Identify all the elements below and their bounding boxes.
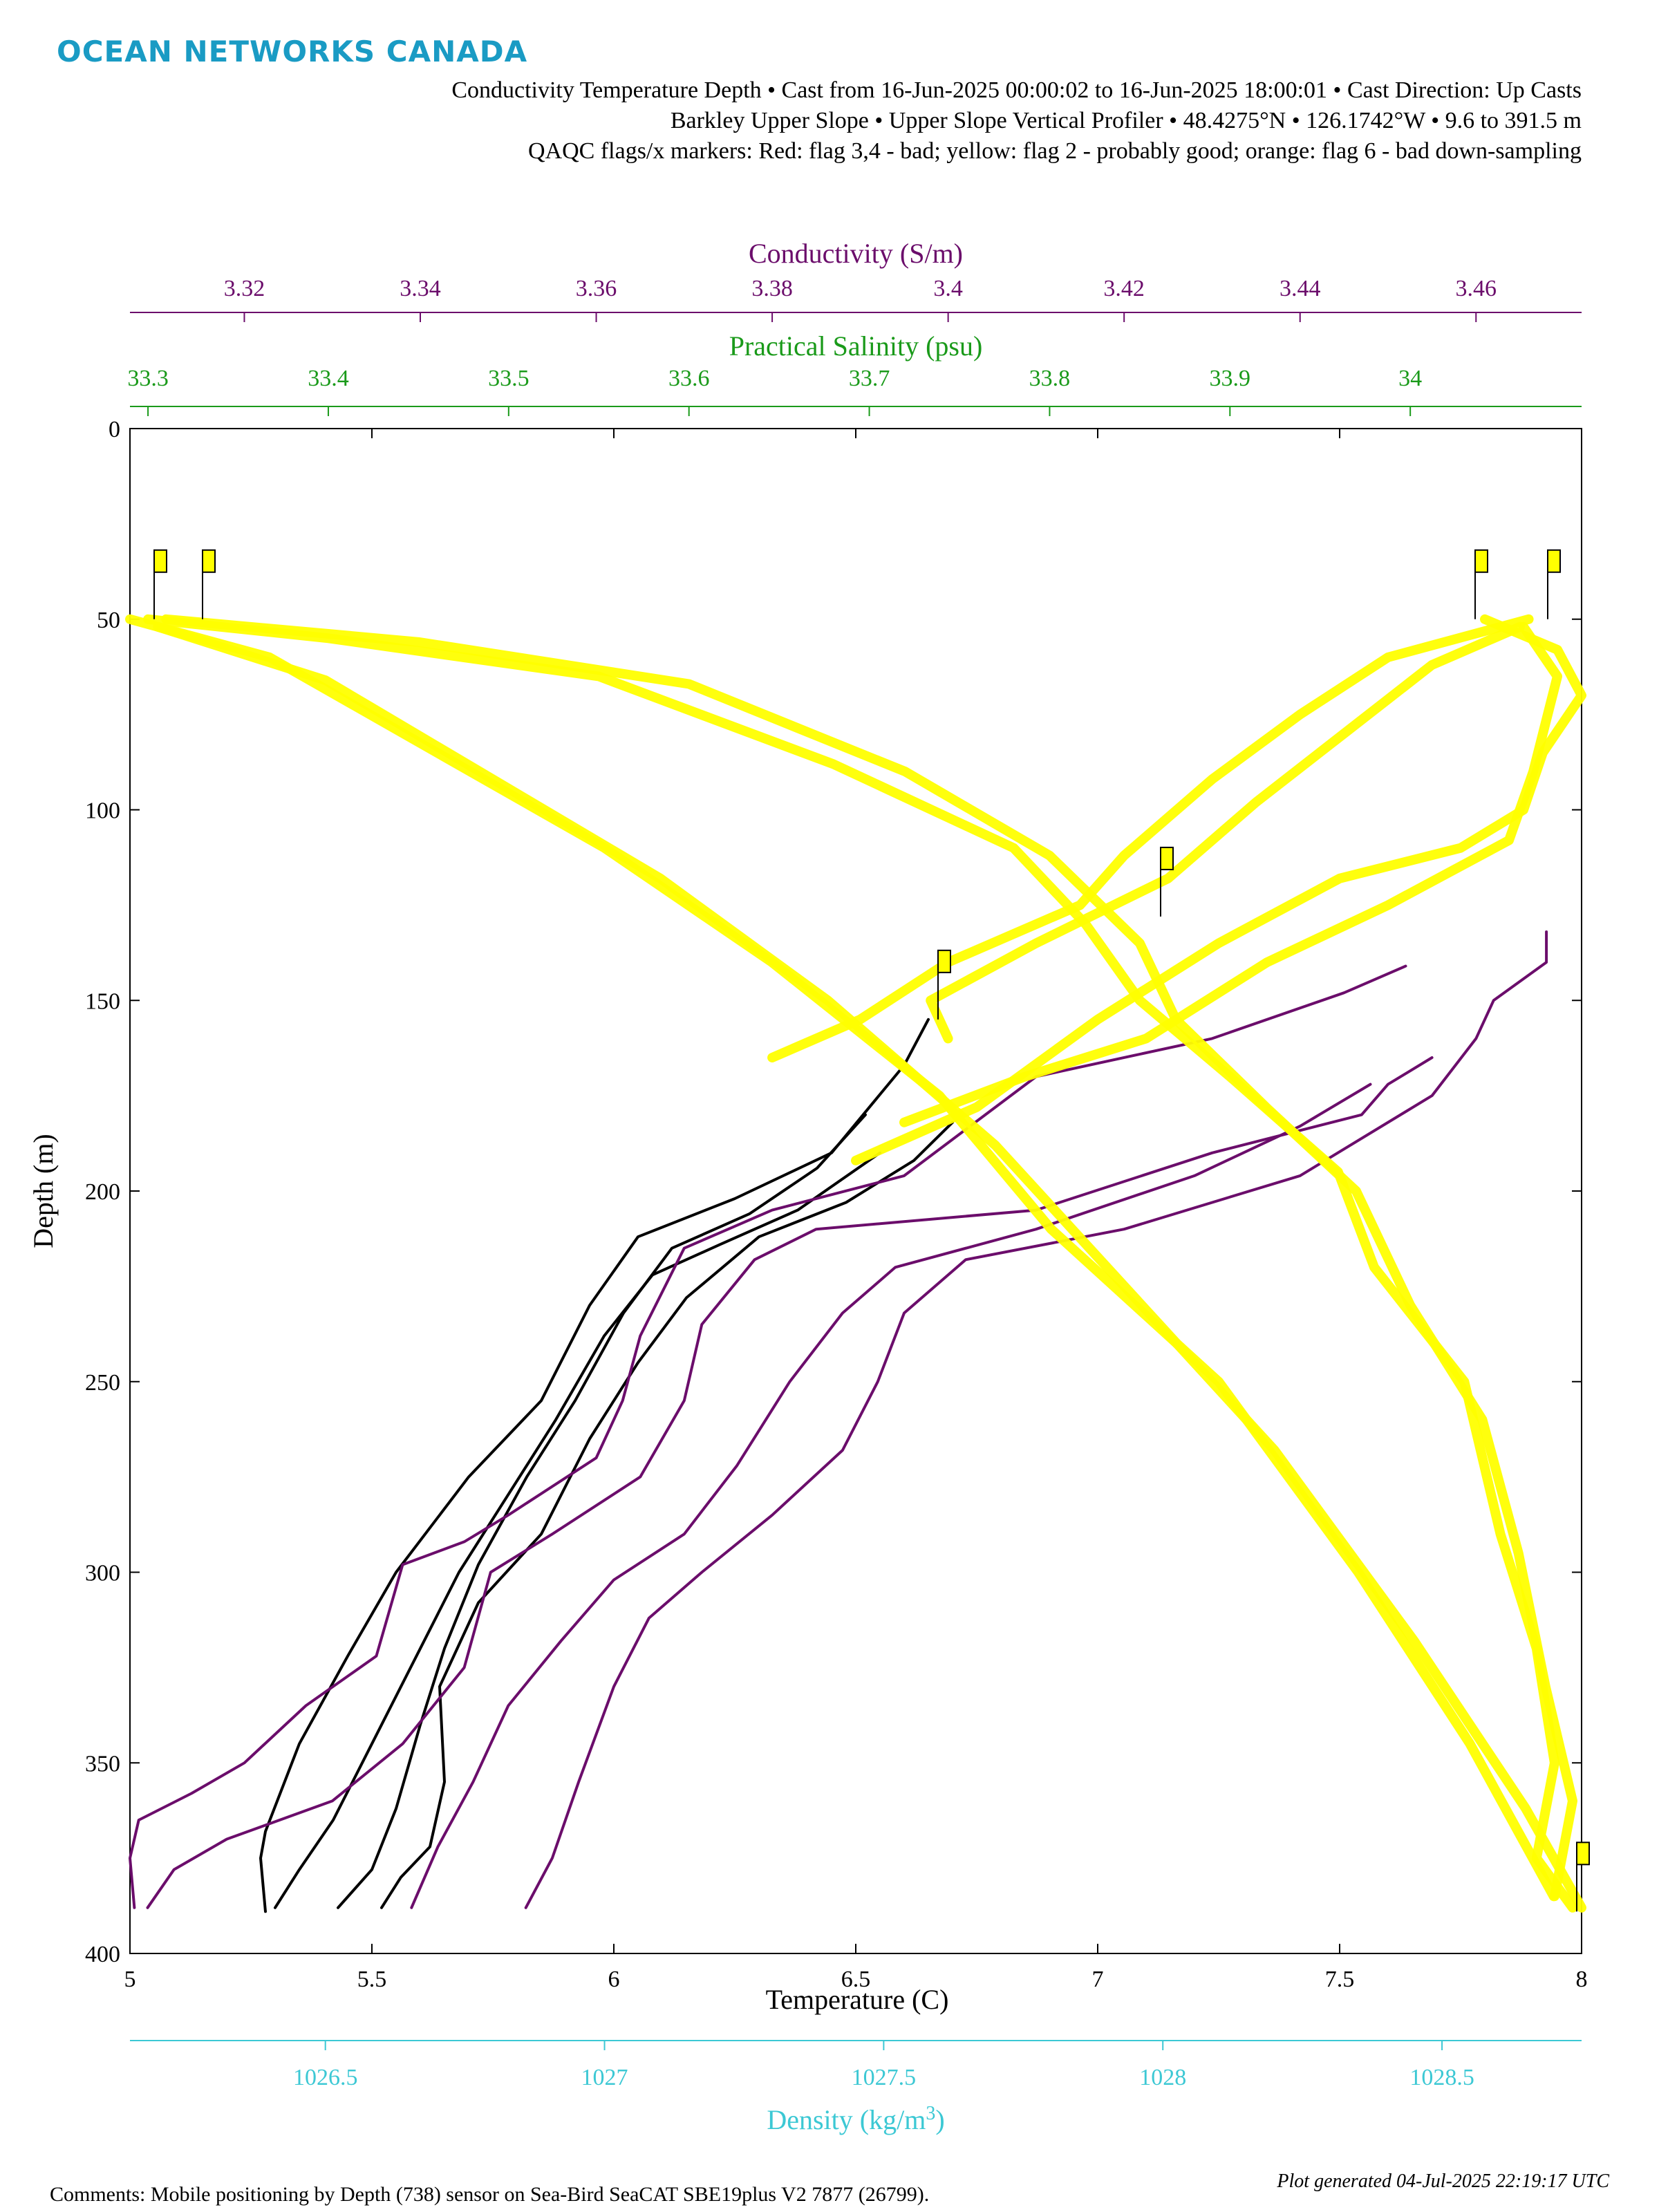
- series-line-temperature-flag2-13: [899, 621, 1562, 1127]
- conductivity-tick-label: 3.46: [1456, 276, 1497, 301]
- flag-marker: [1474, 549, 1488, 573]
- conductivity-axis-label: Conductivity (S/m): [749, 238, 963, 269]
- chart-title-line-2: Barkley Upper Slope • Upper Slope Vertic…: [670, 108, 1582, 133]
- series-line-conductivity-6: [524, 930, 1548, 1909]
- series-line-temperature-3: [380, 1121, 954, 1909]
- depth-tick-label: 100: [85, 798, 120, 824]
- salinity-axis-label: Practical Salinity (psu): [729, 330, 983, 362]
- flag-marker: [153, 549, 167, 573]
- depth-tick-label: 300: [85, 1561, 120, 1586]
- flag-marker: [202, 549, 216, 573]
- flag-marker: [937, 949, 951, 973]
- salinity-tick-label: 33.3: [127, 366, 169, 391]
- series-line-density-flag2-10: [125, 614, 1559, 1902]
- depth-tick-label: 150: [85, 988, 120, 1014]
- temperature-tick-label: 7: [1092, 1967, 1104, 1992]
- salinity-tick-label: 33.7: [849, 366, 890, 391]
- density-tick-label: 1028.5: [1409, 2065, 1474, 2090]
- temperature-tick-label: 7.5: [1325, 1967, 1355, 1992]
- temperature-tick-label: 6.5: [841, 1967, 871, 1992]
- density-tick-label: 1027: [581, 2065, 628, 2090]
- series-line-conductivity-5: [146, 1056, 1434, 1909]
- chart-title-line-1: Conductivity Temperature Depth • Cast fr…: [451, 77, 1582, 103]
- salinity-tick-label: 33.9: [1210, 366, 1251, 391]
- series-line-salinity-flag2-9: [161, 614, 1577, 1902]
- temperature-tick-label: 6: [608, 1967, 620, 1992]
- depth-tick-label: 400: [85, 1942, 120, 1967]
- flag-markers-layer: [153, 549, 1590, 1912]
- conductivity-tick-label: 3.38: [751, 276, 793, 301]
- flag-marker: [1547, 549, 1561, 573]
- footer-comment: Comments: Mobile positioning by Depth (7…: [50, 2183, 930, 2206]
- series-line-temperature-0: [259, 1018, 930, 1913]
- series-line-temperature-1: [274, 1151, 881, 1909]
- salinity-tick-label: 33.6: [668, 366, 710, 391]
- density-tick-label: 1026.5: [293, 2065, 358, 2090]
- flag-marker: [1160, 846, 1174, 870]
- conductivity-tick-label: 3.4: [933, 276, 963, 301]
- depth-tick-label: 200: [85, 1179, 120, 1205]
- temperature-axis-label: Temperature (C): [766, 1984, 949, 2015]
- salinity-tick-label: 34: [1398, 366, 1422, 391]
- temperature-tick-label: 8: [1576, 1967, 1588, 1992]
- conductivity-tick-label: 3.42: [1103, 276, 1145, 301]
- salinity-tick-label: 33.4: [308, 366, 349, 391]
- depth-tick-label: 350: [85, 1751, 120, 1777]
- temperature-tick-label: 5: [124, 1967, 136, 1992]
- series-line-temperature-2: [337, 1113, 867, 1909]
- series-line-conductivity-7: [410, 1082, 1372, 1909]
- ocean-networks-canada-logo: OCEAN NETWORKS CANADA: [57, 35, 528, 68]
- depth-tick-label: 250: [85, 1370, 120, 1396]
- series-line-conductivity-flag2-14: [767, 614, 1534, 1062]
- plot-frame: [129, 428, 1582, 1954]
- series-line-conductivity-4: [129, 964, 1407, 1909]
- density-tick-label: 1028: [1139, 2065, 1186, 2090]
- salinity-tick-label: 33.8: [1029, 366, 1071, 391]
- depth-axis-label: Depth (m): [28, 1134, 59, 1248]
- density-tick-label: 1027.5: [852, 2065, 917, 2090]
- flag-marker: [1576, 1841, 1590, 1866]
- conductivity-tick-label: 3.32: [224, 276, 265, 301]
- conductivity-tick-label: 3.44: [1280, 276, 1321, 301]
- series-line-density-flag2-11: [153, 621, 1586, 1913]
- chart-title-line-3: QAQC flags/x markers: Red: flag 3,4 - ba…: [528, 138, 1582, 164]
- density-axis-label: Density (kg/m3): [767, 2103, 944, 2135]
- salinity-tick-label: 33.5: [488, 366, 529, 391]
- data-lines-layer: [125, 614, 1586, 1913]
- conductivity-tick-label: 3.34: [400, 276, 441, 301]
- series-line-temperature-flag2-12: [851, 614, 1586, 1165]
- series-line-conductivity-flag2-15: [926, 621, 1525, 1044]
- depth-tick-label: 50: [97, 608, 120, 633]
- axes-layer: 0 50 100 150 200 250 300 350 400 Depth (m) 5 5.5 6 6.…: [28, 238, 1588, 2135]
- footer-generated-timestamp: Plot generated 04-Jul-2025 22:19:17 UTC: [1277, 2171, 1609, 2192]
- temperature-tick-label: 5.5: [357, 1967, 387, 1992]
- conductivity-tick-label: 3.36: [576, 276, 617, 301]
- series-line-salinity-flag2-8: [143, 614, 1577, 1913]
- depth-tick-label: 0: [109, 417, 120, 442]
